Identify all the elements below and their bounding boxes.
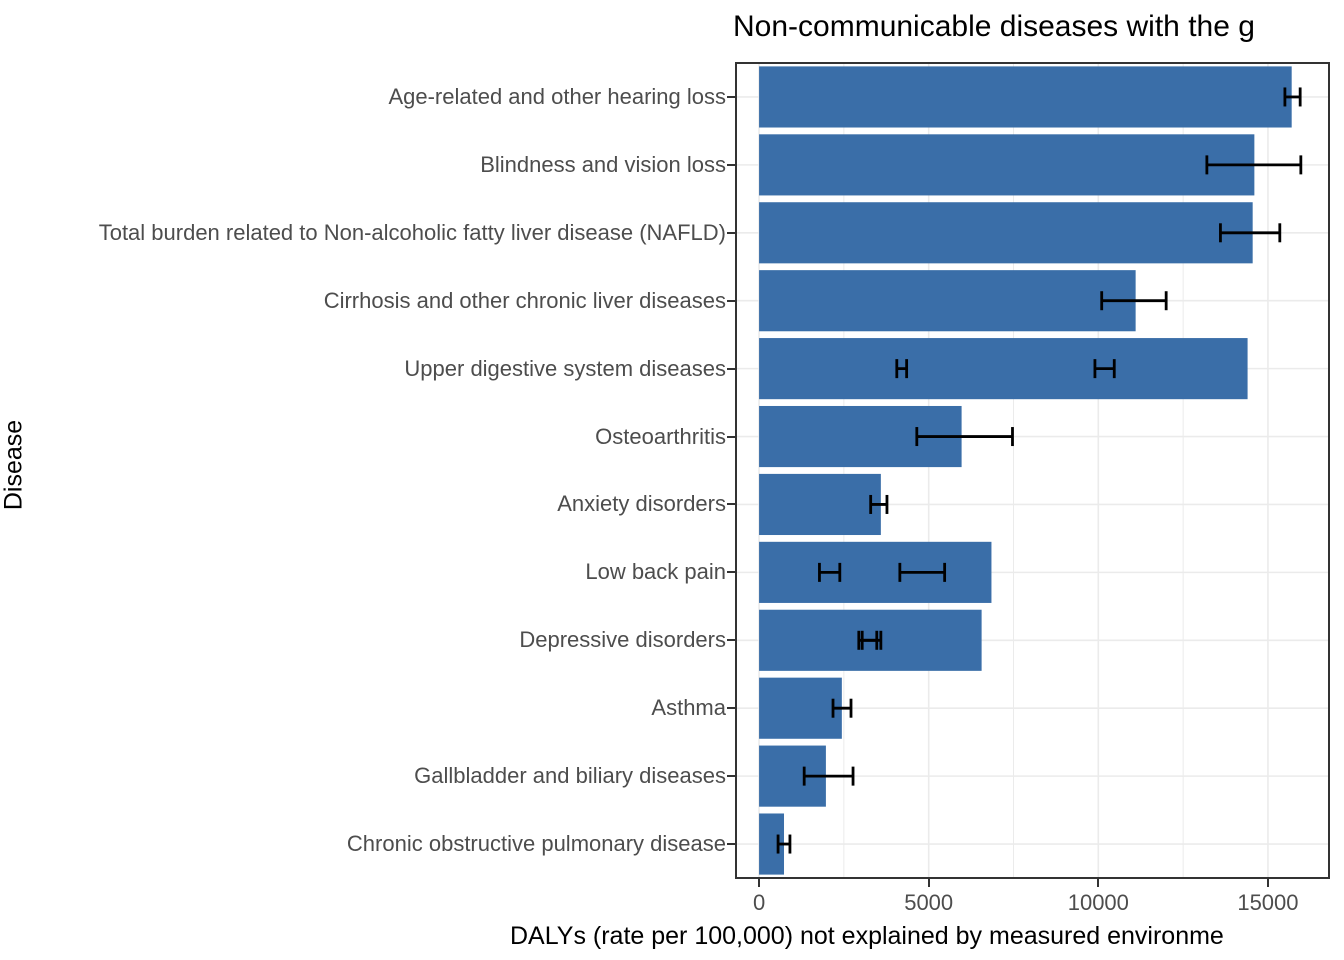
y-axis-tick: [727, 163, 736, 166]
y-axis-tick: [727, 707, 736, 710]
y-axis-tick: [727, 639, 736, 642]
x-axis-tick: [1266, 878, 1269, 887]
x-axis-tick-label: 0: [752, 890, 766, 915]
x-axis-tick: [927, 878, 930, 887]
y-axis-category-label: Cirrhosis and other chronic liver diseas…: [323, 287, 726, 313]
y-axis-tick: [727, 503, 736, 506]
y-axis-category-label: Osteoarthritis: [595, 423, 726, 449]
y-axis-tick: [727, 775, 736, 778]
x-axis-tick-label: 15000: [1237, 890, 1299, 915]
y-axis-category-label: Blindness and vision loss: [480, 151, 726, 177]
bar: [759, 202, 1253, 264]
y-axis-category-label: Anxiety disorders: [557, 491, 726, 517]
y-axis-tick: [727, 95, 736, 98]
plot-canvas: [736, 63, 1329, 878]
bar: [759, 66, 1292, 128]
y-axis-category-label: Asthma: [651, 695, 726, 721]
y-axis-category-label: Total burden related to Non-alcoholic fa…: [98, 219, 726, 245]
bar: [759, 134, 1255, 196]
y-axis-tick: [727, 843, 736, 846]
y-axis-tick: [727, 231, 736, 234]
y-axis-tick: [727, 435, 736, 438]
chart-title: Non-communicable diseases with the g: [733, 10, 1255, 43]
x-axis-tick-label: 5000: [904, 890, 954, 915]
y-axis-category-label: Depressive disorders: [519, 627, 726, 653]
y-axis-tick: [727, 299, 736, 302]
x-axis-tick-label: 10000: [1067, 890, 1129, 915]
y-axis-category-label: Chronic obstructive pulmonary disease: [346, 831, 726, 857]
x-axis-tick: [1097, 878, 1100, 887]
y-axis-category-label: Age-related and other hearing loss: [388, 83, 726, 109]
y-axis-tick: [727, 571, 736, 574]
y-axis-category-label: Upper digestive system diseases: [404, 355, 726, 381]
plot-panel: [736, 63, 1329, 878]
y-axis-tick: [727, 367, 736, 370]
x-axis-title: DALYs (rate per 100,000) not explained b…: [510, 922, 1224, 950]
x-axis-tick: [758, 878, 761, 887]
y-axis-category-label: Gallbladder and biliary diseases: [414, 763, 726, 789]
bar: [759, 677, 842, 739]
y-axis-title: Disease: [0, 419, 28, 511]
y-axis-category-label: Low back pain: [585, 559, 726, 585]
bar: [759, 541, 992, 603]
bar: [759, 473, 881, 536]
bar: [759, 270, 1136, 332]
bar: [759, 338, 1248, 400]
